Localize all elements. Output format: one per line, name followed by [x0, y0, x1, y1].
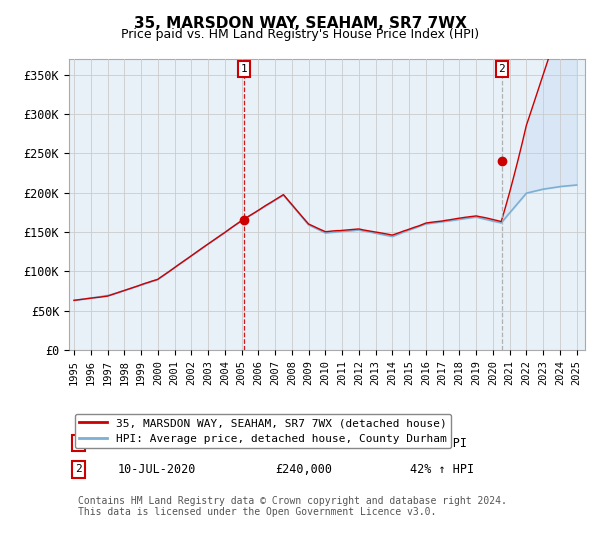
- Text: 35, MARSDON WAY, SEAHAM, SR7 7WX: 35, MARSDON WAY, SEAHAM, SR7 7WX: [134, 16, 466, 31]
- Text: 1: 1: [241, 64, 247, 74]
- Text: 10-JUL-2020: 10-JUL-2020: [118, 463, 196, 476]
- Legend: 35, MARSDON WAY, SEAHAM, SR7 7WX (detached house), HPI: Average price, detached : 35, MARSDON WAY, SEAHAM, SR7 7WX (detach…: [74, 414, 451, 448]
- Text: 2% ↑ HPI: 2% ↑ HPI: [410, 437, 467, 450]
- Text: 42% ↑ HPI: 42% ↑ HPI: [410, 463, 473, 476]
- Text: £165,000: £165,000: [275, 437, 332, 450]
- Text: Contains HM Land Registry data © Crown copyright and database right 2024.
This d: Contains HM Land Registry data © Crown c…: [78, 496, 507, 517]
- Text: 1: 1: [75, 438, 82, 448]
- Text: 25-FEB-2005: 25-FEB-2005: [118, 437, 196, 450]
- Text: Price paid vs. HM Land Registry's House Price Index (HPI): Price paid vs. HM Land Registry's House …: [121, 28, 479, 41]
- Text: 2: 2: [499, 64, 505, 74]
- Text: £240,000: £240,000: [275, 463, 332, 476]
- Text: 2: 2: [75, 464, 82, 474]
